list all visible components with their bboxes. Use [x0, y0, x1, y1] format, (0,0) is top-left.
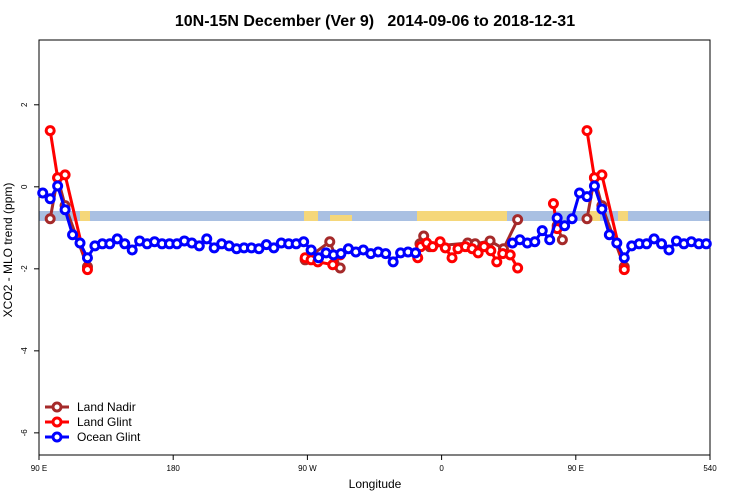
data-point: [556, 234, 568, 246]
data-point: [327, 259, 339, 271]
data-point: [648, 233, 660, 245]
series: [37, 180, 712, 268]
legend-label: Land Nadir: [77, 400, 136, 414]
data-point: [268, 242, 280, 254]
data-point: [588, 180, 600, 192]
data-point: [44, 125, 56, 137]
land-patch: [588, 211, 600, 221]
data-point: [536, 225, 548, 237]
data-point: [656, 238, 668, 250]
data-point: [59, 204, 71, 216]
x-tick-label: 90 E: [568, 464, 584, 473]
ocean-strip: [39, 211, 710, 221]
data-point: [641, 238, 653, 250]
data-point: [504, 249, 516, 261]
data-point: [298, 236, 310, 248]
legend-marker: [51, 401, 63, 413]
data-point: [603, 229, 615, 241]
legend-marker: [51, 416, 63, 428]
data-point: [427, 241, 439, 253]
x-tick-label: 180: [167, 464, 181, 473]
data-point: [547, 198, 559, 210]
data-point: [410, 247, 422, 259]
data-point: [512, 214, 524, 226]
data-point: [37, 187, 49, 199]
chart-title: 10N-15N December (Ver 9) 2014-09-06 to 2…: [175, 13, 575, 30]
x-axis-label: Longitude: [349, 477, 402, 491]
data-point: [596, 169, 608, 181]
data-point: [566, 213, 578, 225]
data-point: [551, 212, 563, 224]
data-point: [59, 169, 71, 181]
series: [44, 125, 630, 276]
data-point: [491, 256, 503, 268]
data-point: [81, 264, 93, 276]
data-point: [44, 213, 56, 225]
data-point: [581, 191, 593, 203]
data-point: [380, 248, 392, 260]
plot-frame: [38, 39, 711, 456]
data-point: [472, 247, 484, 259]
land-patch: [80, 211, 90, 221]
data-point: [67, 229, 79, 241]
x-tick-label: 540: [703, 464, 717, 473]
land-patch: [618, 211, 628, 221]
land-patch: [330, 215, 352, 221]
data-point: [74, 237, 86, 249]
data-point: [111, 233, 123, 245]
data-point: [305, 244, 317, 256]
map-strip: [39, 211, 710, 221]
data-point: [596, 203, 608, 215]
x-tick-label: 0: [439, 464, 444, 473]
data-point: [700, 238, 712, 250]
data-point: [324, 236, 336, 248]
data-point: [446, 252, 458, 264]
data-point: [439, 242, 451, 254]
data-point: [104, 238, 116, 250]
data-point: [581, 125, 593, 137]
data-point: [559, 220, 571, 232]
y-tick-label: 0: [20, 184, 29, 189]
land-patch: [304, 211, 318, 221]
x-tick-label: 90 W: [298, 464, 317, 473]
data-point: [119, 238, 131, 250]
data-point: [52, 180, 64, 192]
data-point: [544, 234, 556, 246]
y-tick-label: 2: [20, 102, 29, 107]
y-tick-label: -2: [20, 265, 29, 273]
y-tick-label: -4: [20, 347, 29, 355]
data-point: [201, 233, 213, 245]
legend-label: Land Glint: [77, 415, 132, 429]
data-point: [618, 264, 630, 276]
data-point: [611, 237, 623, 249]
data-point: [81, 252, 93, 264]
data-point: [387, 256, 399, 268]
x-tick-label: 90 E: [31, 464, 47, 473]
data-point: [335, 248, 347, 260]
y-tick-label: -6: [20, 429, 29, 437]
data-point: [581, 213, 593, 225]
data-point: [44, 193, 56, 205]
land-patch: [417, 211, 507, 221]
y-axis-label: XCO2 - MLO trend (ppm): [1, 183, 15, 318]
data-point: [193, 240, 205, 252]
legend-label: Ocean Glint: [77, 430, 141, 444]
legend-marker: [51, 431, 63, 443]
data-point: [485, 245, 497, 257]
data-point: [663, 244, 675, 256]
data-point: [313, 252, 325, 264]
data-point: [512, 262, 524, 274]
data-point: [529, 236, 541, 248]
data-point: [618, 252, 630, 264]
data-point: [126, 244, 138, 256]
